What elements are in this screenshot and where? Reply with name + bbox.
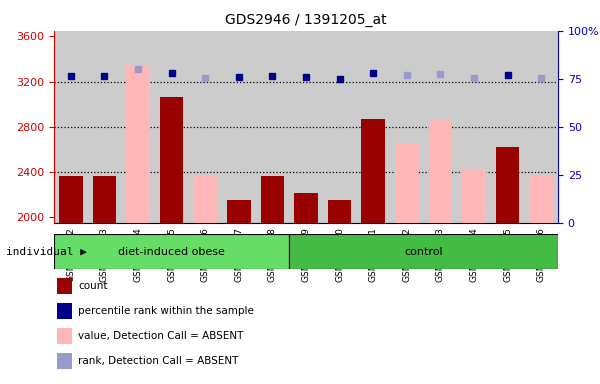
Bar [328,200,352,223]
Bar [356,31,390,223]
Text: control: control [404,247,443,257]
Text: individual ▶: individual ▶ [6,247,87,257]
Bar [222,31,256,223]
Bar [126,65,150,223]
Bar [323,31,356,223]
Title: GDS2946 / 1391205_at: GDS2946 / 1391205_at [225,13,387,27]
Bar [59,176,83,223]
Bar [155,31,188,223]
Text: rank, Detection Call = ABSENT: rank, Detection Call = ABSENT [78,356,238,366]
Bar [260,176,284,223]
Bar [289,234,558,269]
Text: count: count [78,281,107,291]
Bar [491,31,524,223]
Bar [92,176,116,223]
Bar [395,142,419,223]
Text: percentile rank within the sample: percentile rank within the sample [78,306,254,316]
Bar [88,31,121,223]
Bar [193,176,217,223]
Bar [424,31,457,223]
Bar [361,119,385,223]
Bar [54,31,88,223]
Bar [524,31,558,223]
Text: diet-induced obese: diet-induced obese [118,247,225,257]
Bar [457,31,491,223]
Bar [188,31,222,223]
Bar [496,147,520,223]
Bar [294,194,318,223]
Bar [256,31,289,223]
Text: value, Detection Call = ABSENT: value, Detection Call = ABSENT [78,331,244,341]
Bar [428,119,452,223]
Bar [54,234,289,269]
Bar [160,98,184,223]
Bar [121,31,155,223]
Bar [227,200,251,223]
Bar [462,170,486,223]
Bar [289,31,323,223]
Bar [529,176,553,223]
Bar [390,31,424,223]
